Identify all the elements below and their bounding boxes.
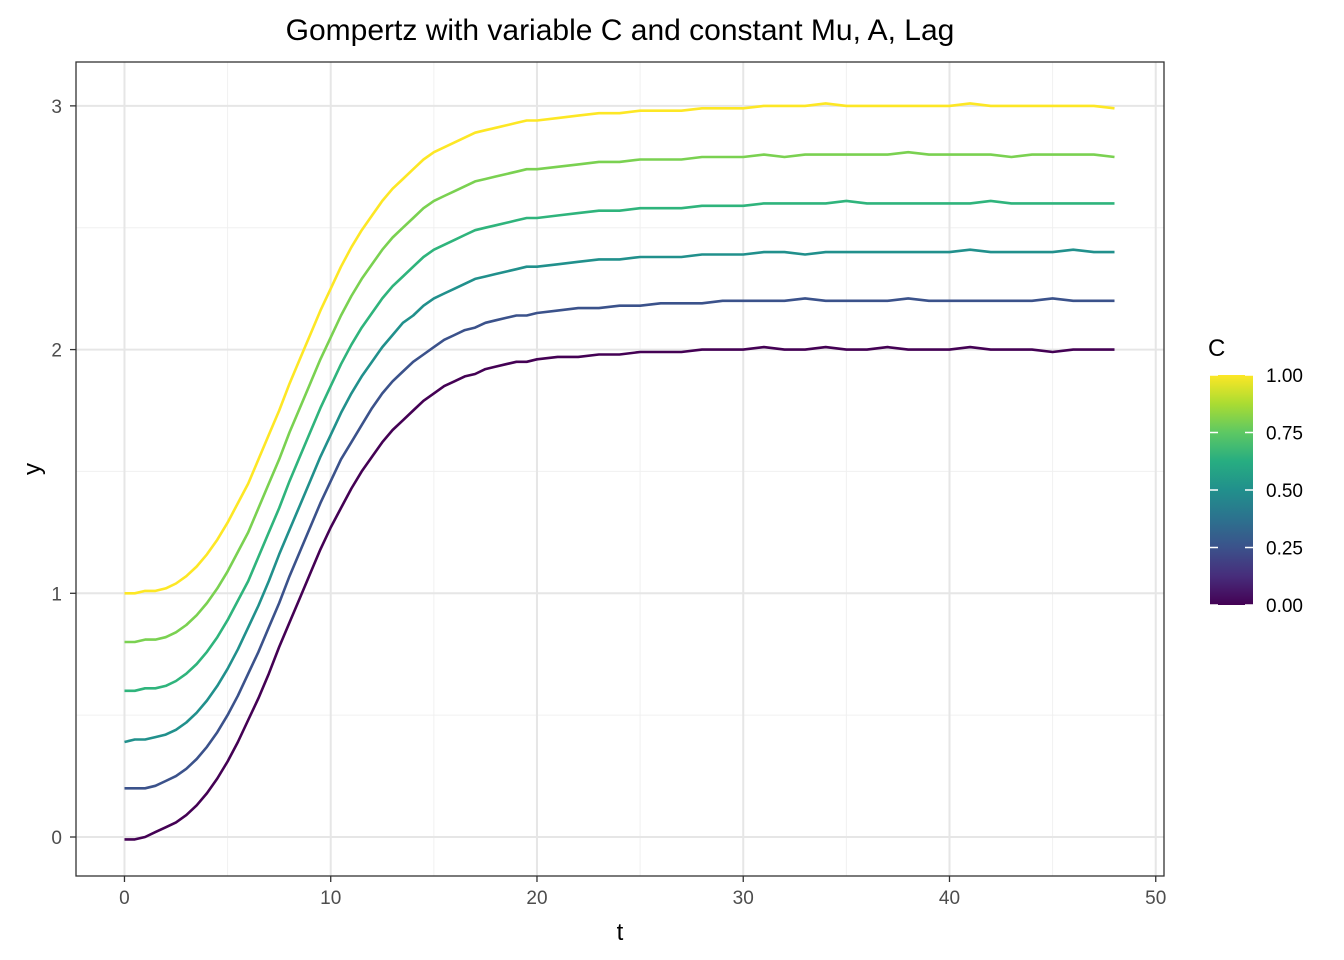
y-tick-label: 2 [51, 341, 62, 362]
series-line [124, 150, 1115, 644]
y-tick-label: 1 [51, 584, 62, 605]
x-tick-label: 40 [939, 888, 960, 909]
major-gridlines [76, 62, 1164, 876]
y-axis-title: y [19, 463, 46, 475]
series-line [124, 102, 1115, 595]
y-tick-label: 0 [51, 828, 62, 849]
legend-tick-label: 0.50 [1266, 481, 1303, 502]
legend-tick-label: 1.00 [1266, 366, 1303, 387]
panel-border [75, 61, 1165, 877]
legend-tick-label: 0.75 [1266, 424, 1303, 445]
legend-tick-label: 0.25 [1266, 539, 1303, 560]
x-axis: 0 10 20 30 40 50 [119, 876, 1166, 909]
x-tick-label: 0 [119, 888, 130, 909]
series-line [124, 345, 1115, 841]
x-tick-label: 30 [733, 888, 754, 909]
series-line [124, 248, 1115, 744]
x-axis-title: t [617, 919, 624, 946]
series-line [124, 199, 1115, 693]
legend-ticks: 0.00 0.25 0.50 0.75 1.00 [1210, 366, 1303, 617]
minor-gridlines [76, 62, 1164, 876]
chart-title: Gompertz with variable C and constant Mu… [286, 14, 955, 47]
series-lines [124, 102, 1115, 841]
x-tick-label: 50 [1145, 888, 1166, 909]
y-tick-label: 3 [51, 97, 62, 118]
y-axis: 0 1 2 3 [51, 97, 76, 849]
legend-tick-label: 0.00 [1266, 596, 1303, 617]
plot-panel [75, 61, 1165, 877]
color-legend: C 0.00 0.25 0.50 0.75 1.00 [1208, 335, 1303, 617]
x-tick-label: 10 [320, 888, 341, 909]
legend-title: C [1208, 335, 1225, 362]
panel-background [76, 62, 1164, 876]
series-line [124, 297, 1115, 790]
x-tick-label: 20 [526, 888, 547, 909]
